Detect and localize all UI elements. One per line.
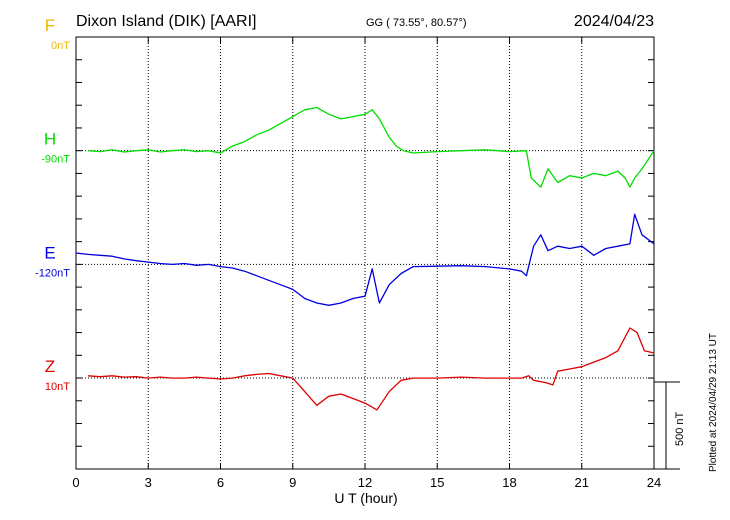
x-tick-label: 15 — [430, 475, 444, 490]
scale-bar-label: 500 nT — [674, 411, 686, 446]
x-axis-title: U T (hour) — [334, 490, 397, 506]
plotted-timestamp: Plotted at 2024/04/29 21:13 UT — [708, 333, 719, 472]
component-baseline-f: 0nT — [51, 40, 70, 52]
x-tick-label: 9 — [289, 475, 296, 490]
grid-lines — [76, 36, 654, 469]
component-baseline-z: 10nT — [45, 381, 70, 393]
x-tick-label: 21 — [575, 475, 589, 490]
component-baseline-e: -120nT — [35, 267, 70, 279]
component-baseline-h: -90nT — [41, 154, 70, 166]
x-tick-label: 0 — [72, 475, 79, 490]
series-lines — [75, 106, 655, 411]
coordinates-label: GG ( 73.55°, 80.57°) — [366, 17, 467, 29]
x-tick-label: 24 — [647, 475, 661, 490]
series-line-z — [87, 327, 655, 411]
component-name-h: H — [44, 130, 56, 149]
component-name-f: F — [45, 16, 55, 35]
x-tick-label: 3 — [145, 475, 152, 490]
series-line-e — [75, 213, 655, 306]
x-tick-label: 18 — [502, 475, 516, 490]
component-name-z: Z — [45, 357, 55, 376]
series-line-h — [87, 106, 655, 188]
plot-axes — [75, 36, 655, 470]
component-name-e: E — [44, 243, 55, 262]
x-tick-label: 6 — [217, 475, 224, 490]
x-tick-label: 12 — [358, 475, 372, 490]
tick-labels: 0 3 6 9 12 15 18 21 24 — [72, 475, 661, 490]
component-labels: F 0nT H -90nT E -120nT Z 10nT — [35, 16, 70, 393]
date-label: 2024/04/23 — [574, 13, 654, 30]
station-title: Dixon Island (DIK) [AARI] — [76, 13, 257, 30]
